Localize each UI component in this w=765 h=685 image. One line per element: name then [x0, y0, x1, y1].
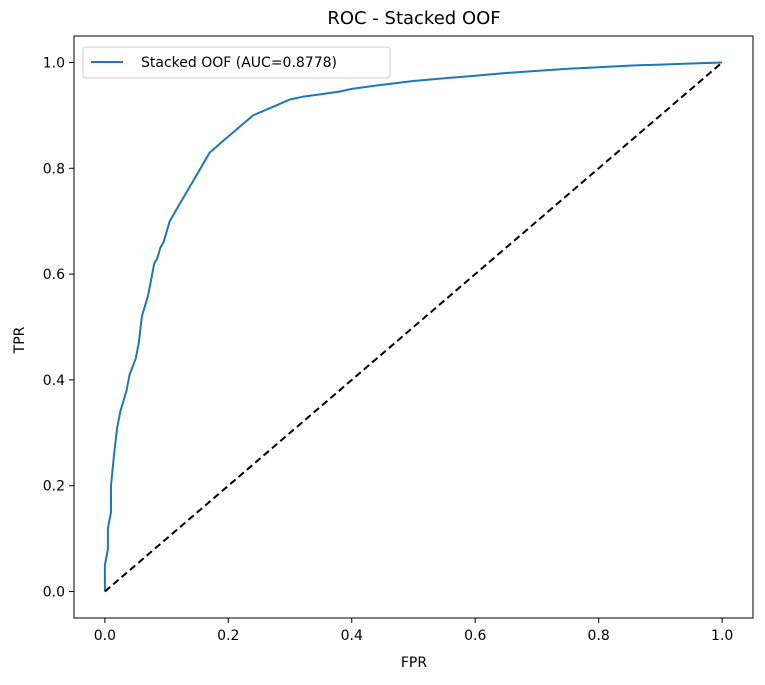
legend-box [82, 46, 391, 79]
y-axis-label: TPR [12, 326, 28, 354]
legend-label: Stacked OOF (AUC=0.8778) [141, 55, 337, 71]
x-tick-label: 1.0 [711, 628, 733, 644]
ticks-layer: 0.0 0.2 0.4 0.6 0.8 1.0 0.0 0.2 0.4 0.6 0.8 1.0 [43, 55, 734, 644]
y-tick-label: 1.0 [43, 55, 65, 71]
x-tick-label: 0.4 [341, 628, 363, 644]
y-tick-label: 0.4 [43, 373, 65, 389]
chance-diagonal-line [104, 61, 723, 593]
roc-curve-line [103, 61, 723, 592]
x-tick-label: 0.6 [464, 628, 486, 644]
plot-frame [73, 35, 754, 619]
x-tick-label: 0.8 [588, 628, 610, 644]
x-axis-label: FPR [401, 655, 427, 671]
y-tick-label: 0.0 [43, 585, 65, 601]
plot-layer [103, 61, 723, 593]
x-tick-label: 0.0 [94, 628, 116, 644]
y-tick-label: 0.2 [43, 479, 65, 495]
y-tick-label: 0.8 [43, 161, 65, 177]
chart-title: ROC - Stacked OOF [327, 8, 500, 29]
y-tick-label: 0.6 [43, 267, 65, 283]
x-tick-label: 0.2 [217, 628, 239, 644]
legend: Stacked OOF (AUC=0.8778) [82, 46, 391, 79]
